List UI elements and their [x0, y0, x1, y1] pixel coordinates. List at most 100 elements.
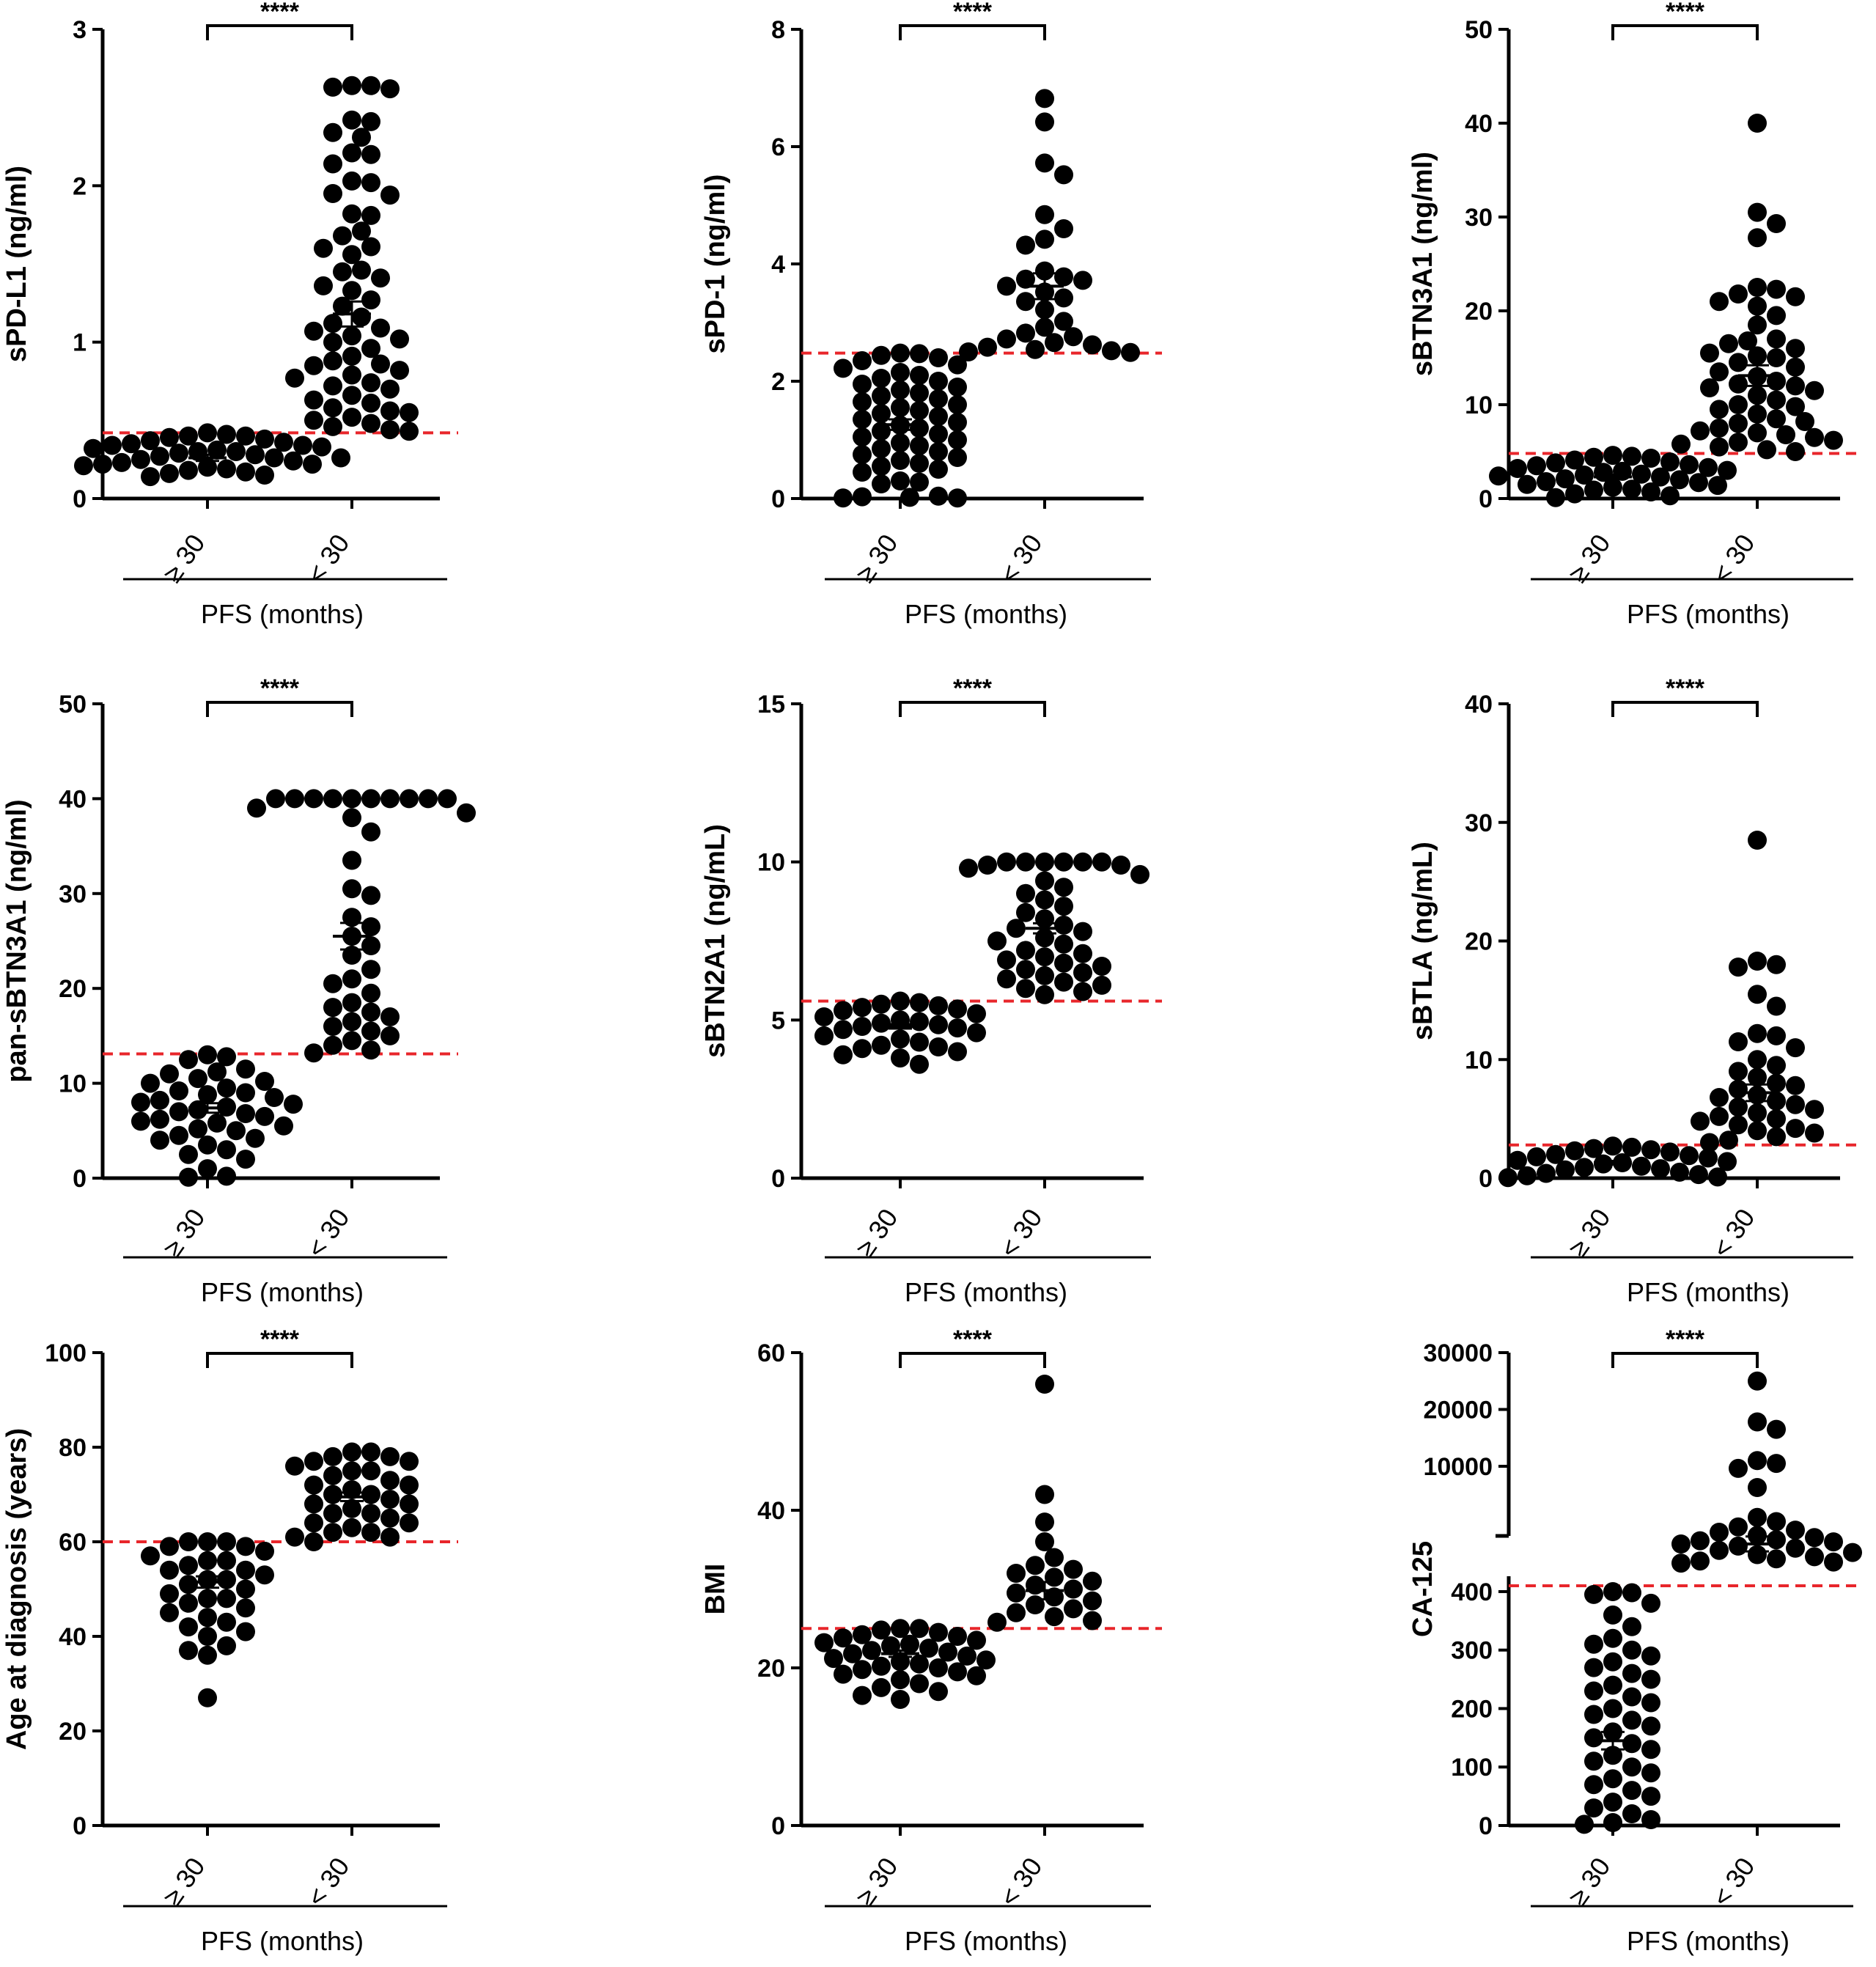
group-ge30-point: [246, 1128, 265, 1148]
group-ge30-point: [255, 1106, 274, 1126]
group-lt30-point: [1748, 1545, 1767, 1565]
group-ge30-point: [255, 466, 274, 485]
group-lt30-point: [1073, 922, 1092, 941]
group-lt30-point: [1710, 362, 1729, 382]
group-lt30-point: [342, 1499, 361, 1518]
group-ge30-point: [910, 1674, 929, 1694]
group-lt30-point: [342, 1031, 361, 1051]
group-ge30-point: [179, 1167, 198, 1187]
group-lt30-point: [371, 318, 390, 338]
group-lt30-point: [1767, 214, 1786, 233]
group-ge30-point: [919, 1639, 938, 1658]
group-lt30-point: [1054, 267, 1073, 287]
group-lt30-point: [323, 154, 342, 174]
group-ge30-point: [1622, 479, 1641, 499]
group-lt30-point: [323, 1485, 342, 1504]
group-ge30-point: [967, 1630, 986, 1650]
group-ge30-point: [1508, 459, 1527, 478]
group-ge30-point: [834, 1628, 853, 1648]
group-ge30-point: [1622, 446, 1641, 466]
group-lt30-point: [323, 314, 342, 334]
group-lt30-point: [361, 237, 380, 257]
group-lt30-point: [342, 143, 361, 163]
group-lt30-point: [342, 850, 361, 870]
group-lt30-point: [997, 329, 1016, 349]
group-lt30-point: [1767, 1512, 1786, 1532]
x-category-label: ≥ 30: [1562, 1852, 1616, 1911]
y-tick-label: 300: [1451, 1637, 1493, 1665]
group-lt30-point: [1016, 292, 1035, 312]
group-ge30-point: [1689, 473, 1708, 493]
group-lt30-point: [342, 993, 361, 1012]
group-lt30-point: [342, 879, 361, 899]
chart-pansbtn3a1: 0 10 20 30 40 50 pan-sBTN3A1 (ng/ml) **** ≥ 30 < …: [1, 674, 476, 1307]
group-ge30-point: [967, 1666, 986, 1685]
group-lt30-point: [380, 185, 400, 205]
group-ge30-point: [1584, 1705, 1603, 1724]
group-ge30-point: [303, 455, 322, 474]
group-ge30-point: [207, 1113, 227, 1133]
group-lt30-point: [1691, 1551, 1710, 1571]
group-lt30-point: [1748, 1067, 1767, 1087]
group-lt30-point: [323, 122, 342, 142]
group-ge30-point: [948, 488, 967, 508]
y-tick-label: 60: [757, 1339, 785, 1367]
group-lt30-point: [1054, 219, 1073, 238]
group-lt30-point: [323, 416, 342, 436]
group-lt30-point: [1700, 378, 1719, 397]
group-lt30-point: [361, 1523, 380, 1543]
group-lt30-point: [304, 1513, 323, 1533]
group-ge30-point: [929, 442, 948, 461]
group-lt30-point: [1035, 89, 1054, 109]
significance-bracket: [899, 701, 1046, 717]
group-lt30-point: [323, 1035, 342, 1055]
group-ge30-point: [891, 1619, 910, 1639]
y-tick-label: 40: [757, 1497, 785, 1525]
group-lt30-point: [304, 1532, 323, 1551]
group-ge30-point: [150, 1109, 169, 1129]
group-lt30-point: [1092, 852, 1111, 872]
group-lt30-point: [1786, 287, 1805, 306]
group-lt30-point: [1729, 1517, 1748, 1537]
group-lt30-point: [304, 1452, 323, 1471]
group-lt30-point: [1786, 376, 1805, 396]
significance-bracket: [206, 1352, 353, 1368]
group-ge30-point: [853, 1017, 872, 1036]
group-lt30-point: [1767, 1127, 1786, 1147]
group-lt30-point: [1016, 852, 1035, 872]
group-lt30-point: [1748, 952, 1767, 971]
group-ge30-point: [1556, 1160, 1575, 1180]
group-lt30-point: [400, 789, 419, 809]
group-ge30-point: [891, 471, 910, 490]
group-ge30-point: [1584, 1139, 1603, 1158]
group-ge30-point: [179, 426, 198, 446]
chart-sbtn2a1: 0 5 10 15 sBTN2A1 (ng/mL) **** ≥ 30 < 30 PFS (mo…: [700, 674, 1162, 1307]
group-lt30-point: [1700, 343, 1719, 363]
y-tick-label: 30: [59, 880, 87, 908]
significance-label: ****: [260, 1326, 300, 1353]
group-ge30-point: [1660, 486, 1680, 506]
group-ge30-point: [910, 993, 929, 1012]
group-lt30-point: [380, 1007, 400, 1026]
group-lt30-point: [1035, 261, 1054, 281]
group-ge30-point: [236, 1083, 255, 1103]
significance-bracket: [1611, 1352, 1759, 1368]
group-lt30-point: [1748, 1050, 1767, 1070]
group-lt30-point: [304, 789, 323, 809]
group-lt30-point: [997, 852, 1016, 872]
group-ge30-point: [891, 1670, 910, 1690]
group-ge30-point: [1718, 460, 1737, 480]
group-ge30-point: [853, 1039, 872, 1059]
group-lt30-point: [1786, 1038, 1805, 1058]
group-ge30-point: [198, 1608, 217, 1628]
group-ge30-point: [74, 456, 93, 476]
group-lt30-point: [1786, 1538, 1805, 1558]
y-tick-label: 0: [771, 1812, 785, 1840]
y-tick-label: 30000: [1423, 1339, 1493, 1367]
group-ge30-point: [1584, 1584, 1603, 1604]
group-lt30-point: [1045, 333, 1064, 353]
group-ge30-point: [891, 1048, 910, 1068]
group-ge30-point: [312, 437, 331, 457]
group-lt30-point: [380, 789, 400, 809]
group-lt30-point: [1805, 427, 1824, 447]
